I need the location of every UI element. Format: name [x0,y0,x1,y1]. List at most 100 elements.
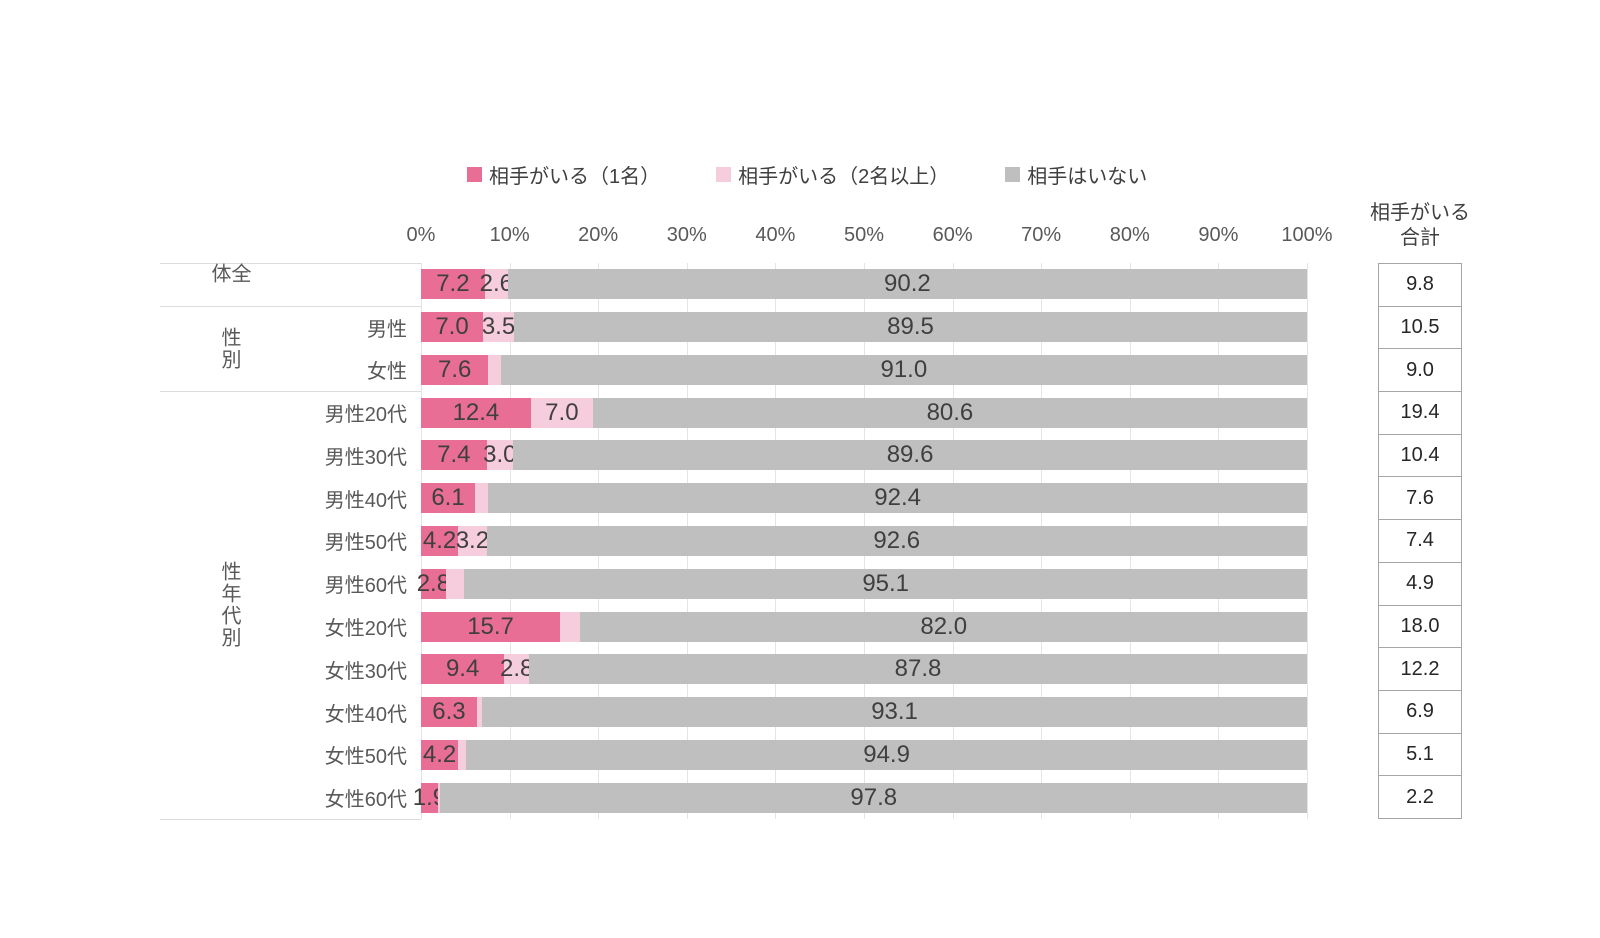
group-label: 性年代別 [218,561,240,650]
bar-segment: 1.9 [413,782,446,813]
row-label: 女性30代 [324,660,407,683]
stacked-bar: 2.8 95.1 [417,568,1307,599]
segment-value-label: 2.6 [479,270,513,298]
bar-segment: 82.0 [580,611,1307,642]
total-value: 10.5 [1400,316,1440,339]
stacked-bar: 7.2 2.6 90.2 [421,269,1307,300]
total-cell: 9.0 [1378,348,1462,393]
segment-value-label: 2.8 [416,569,451,597]
totals-header-line1: 相手がいる [1370,202,1470,224]
bar-row: 4.2 3.2 92.6 [421,520,1307,563]
segment-value-label: 12.4 [452,398,500,426]
segment-value-label: 4.2 [422,740,457,768]
bar-segment: 15.7 [421,611,561,642]
segment-value-label: 89.5 [887,313,934,341]
segment-value-label: 93.1 [871,698,918,726]
bar-segment: 97.8 [440,782,1307,813]
legend-item: 相手はいない [1005,160,1147,189]
totals-column: 9.8 10.5 9.0 19.4 10.4 7.6 7.4 4.9 18.0 12.2 6.9 5.… [1378,263,1462,819]
total-value: 9.0 [1406,358,1434,381]
bar-segment: 7.0 [421,312,484,343]
total-cell: 7.4 [1378,519,1462,563]
axis-tick-label: 70% [1021,224,1062,246]
row-label: 男性40代 [324,489,407,512]
bar-segment: 89.5 [514,312,1307,343]
bar-segment: 7.2 [421,269,485,300]
stacked-bar: 12.4 7.0 80.6 [421,397,1307,428]
segment-value-label: 80.6 [926,398,974,426]
bar-segment: 92.6 [486,525,1307,556]
segment-value-label: 92.4 [874,484,921,512]
bar-segment: 4.2 [421,739,459,770]
segment-value-label: 94.9 [863,740,910,768]
group-label-band: 全体 [208,263,250,306]
row-label: 男性20代 [324,404,407,427]
total-value: 7.6 [1406,486,1434,509]
bar-segment: 7.4 [421,440,487,471]
total-cell: 12.2 [1378,647,1462,691]
segment-value-label: 97.8 [850,783,898,811]
bar-row: 15.7 82.0 [421,605,1307,648]
bar-segment [445,568,465,599]
segment-value-label: 95.1 [862,569,910,597]
group-divider-line [160,819,421,820]
bar-segment: 92.4 [488,483,1307,514]
bar-segment: 91.0 [500,354,1307,385]
legend-item: 相手がいる（1名） [467,160,660,189]
bar-segment: 3.2 [455,525,490,556]
axis-tick-label: 60% [932,224,973,246]
bar-segment [476,697,483,728]
bar-row: 7.4 3.0 89.6 [421,434,1307,477]
bar-row: 7.2 2.6 90.2 [421,263,1307,306]
bar-segment: 95.1 [464,568,1307,599]
legend-label: 相手はいない [1027,165,1148,188]
total-cell: 9.8 [1378,263,1462,307]
total-cell: 4.9 [1378,561,1462,606]
plot-area: 7.2 2.6 90.2 7.0 3.5 89.5 7.6 91.0 12.4 7.0 80.6 7.… [413,263,1308,819]
segment-value-label: 91.0 [880,355,928,383]
total-value: 7.4 [1406,529,1434,552]
group-label-band: 性年代別 [212,391,246,819]
axis-tick-label: 50% [843,224,885,246]
row-label: 女性40代 [324,703,407,726]
gridline [1307,263,1308,819]
total-value: 10.4 [1400,444,1440,467]
total-value: 18.0 [1400,614,1440,637]
bar-segment: 7.0 [530,397,593,428]
group-divider-line [160,391,421,393]
bar-segment: 90.2 [507,269,1307,300]
legend-swatch-icon [716,166,732,182]
stacked-bar: 9.4 2.8 87.8 [421,654,1307,685]
bar-segment: 12.4 [421,397,531,428]
bar-row: 9.4 2.8 87.8 [421,648,1307,691]
bar-rows: 7.2 2.6 90.2 7.0 3.5 89.5 7.6 91.0 12.4 7.0 80.6 7.… [413,263,1307,819]
segment-value-label: 7.2 [436,270,470,298]
row-label: 男性60代 [324,575,407,598]
legend-label: 相手がいる（1名） [489,165,661,188]
group-divider-line [160,305,421,307]
legend-swatch-icon [467,166,482,182]
row-label-list: 男性 女性 男性20代 男性30代 男性40代 男性50代 男性60代 女性20代 女性30代女… [160,263,421,819]
axis-tick-label: 0% [406,224,436,246]
bar-row: 2.8 95.1 [417,562,1307,605]
bar-segment: 6.3 [421,697,477,728]
segment-value-label: 6.1 [431,484,465,512]
segment-value-label: 2.8 [499,655,534,683]
bar-segment [475,483,489,514]
totals-column-header: 相手がいる 合計 [1370,200,1470,263]
segment-value-label: 6.3 [432,698,466,726]
bar-segment: 2.8 [417,568,450,599]
bar-segment: 87.8 [529,654,1307,685]
stacked-bar: 4.2 3.2 92.6 [421,525,1307,556]
segment-value-label: 82.0 [920,612,968,640]
bar-segment [458,739,467,770]
totals-header-line2: 合計 [1400,227,1440,249]
stacked-bar: 7.6 91.0 [421,354,1307,385]
segment-value-label: 3.2 [455,526,490,554]
bar-segment: 94.9 [466,739,1307,770]
stacked-bar-chart: 相手がいる（1名） 相手がいる（2名以上） 相手はいない 0% 10% 20% 30% 40… [160,148,1470,820]
total-cell: 2.2 [1378,775,1462,819]
segment-value-label: 7.0 [435,313,469,341]
bar-segment: 2.6 [480,269,513,300]
